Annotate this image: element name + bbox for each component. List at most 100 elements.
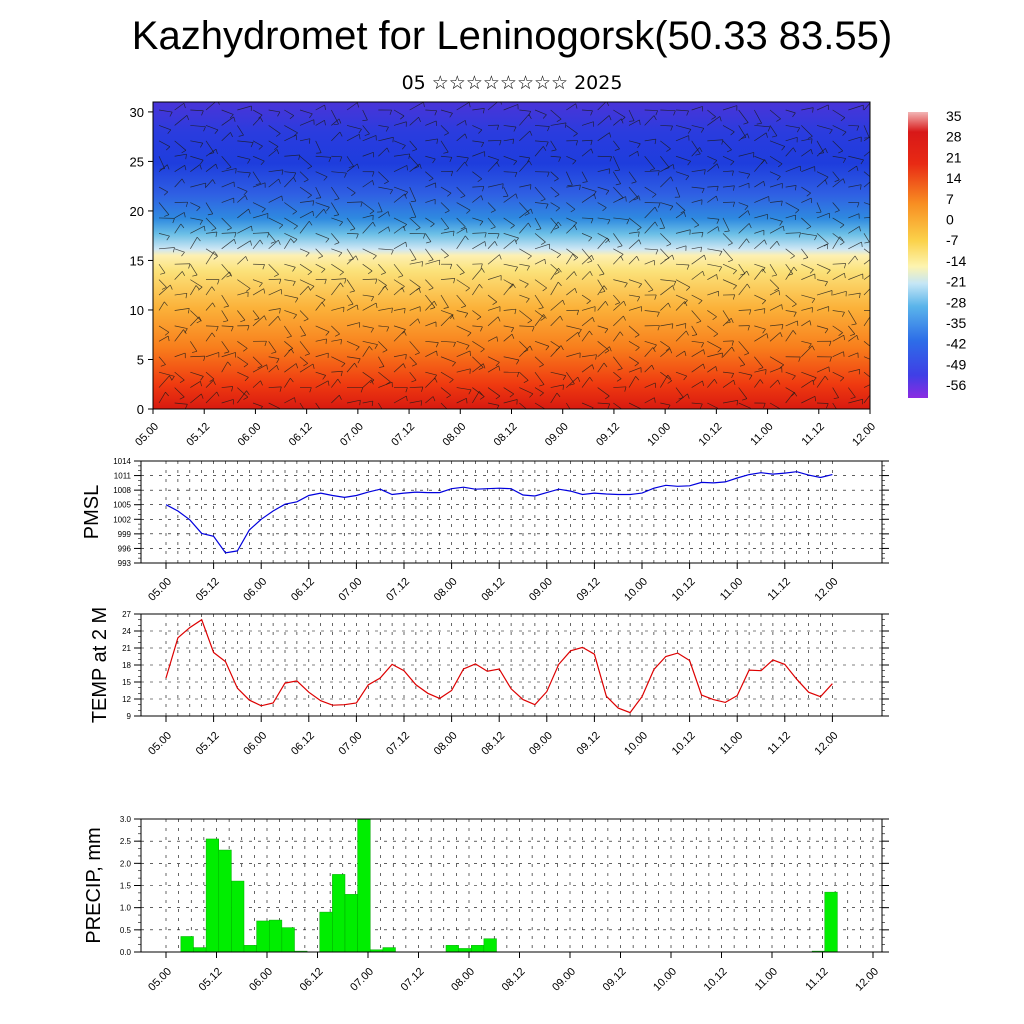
wind-barb bbox=[425, 321, 437, 327]
wind-barb bbox=[378, 263, 386, 273]
wind-barb-flag bbox=[812, 107, 814, 113]
wind-barb bbox=[393, 217, 407, 225]
wind-barb-flag bbox=[861, 241, 863, 247]
wind-barb-flag bbox=[599, 273, 605, 276]
wind-barb bbox=[393, 165, 408, 172]
wind-barb bbox=[409, 356, 417, 365]
wind-barb bbox=[284, 125, 298, 134]
x-tick-label: 09.12 bbox=[601, 966, 629, 994]
wind-barb-flag bbox=[746, 173, 751, 179]
wind-barb-flag bbox=[529, 130, 533, 136]
x-tick-label: 05.12 bbox=[184, 421, 212, 449]
y-tick-label: 1005 bbox=[113, 501, 131, 510]
wind-barb bbox=[425, 371, 437, 376]
wind-barb bbox=[362, 214, 374, 219]
wind-barb bbox=[284, 177, 294, 188]
wind-barb bbox=[722, 263, 737, 271]
wind-barb bbox=[393, 395, 407, 404]
wind-barb-flag bbox=[278, 239, 281, 245]
wind-barb-flag bbox=[250, 240, 252, 246]
wind-barb bbox=[221, 168, 237, 173]
wind-barb bbox=[754, 268, 764, 280]
wind-barb bbox=[644, 156, 655, 169]
wind-barb bbox=[503, 125, 517, 128]
wind-barb-flag bbox=[164, 214, 170, 217]
wind-barb bbox=[597, 402, 610, 405]
y-tick-label: 0.5 bbox=[120, 926, 132, 935]
wind-barb bbox=[284, 341, 294, 349]
wind-barb bbox=[268, 217, 283, 226]
wind-barb-flag bbox=[842, 158, 846, 164]
wind-barb-flag bbox=[196, 207, 201, 212]
wind-barb-flag bbox=[528, 160, 532, 166]
wind-barb bbox=[660, 248, 670, 259]
wind-barb bbox=[393, 263, 404, 276]
wind-barb bbox=[503, 279, 514, 286]
wind-barb-flag bbox=[570, 208, 576, 213]
wind-barb bbox=[738, 238, 747, 250]
wind-barb bbox=[660, 233, 672, 245]
wind-barb bbox=[299, 325, 306, 336]
x-tick-label: 10.12 bbox=[670, 730, 698, 758]
wind-barb-flag bbox=[731, 346, 735, 352]
wind-barb bbox=[158, 233, 170, 237]
wind-barb bbox=[237, 140, 254, 143]
wind-barb bbox=[409, 287, 420, 296]
wind-barb-flag bbox=[544, 408, 545, 409]
wind-barb-flag bbox=[447, 414, 451, 416]
wind-barb bbox=[769, 225, 784, 234]
wind-barb bbox=[315, 186, 322, 198]
wind-barb-flag bbox=[711, 116, 716, 120]
wind-barb-flag bbox=[624, 282, 628, 288]
wind-barb bbox=[158, 356, 166, 365]
wind-barb bbox=[519, 387, 534, 395]
wind-barb bbox=[738, 341, 750, 354]
wind-barb-flag bbox=[214, 129, 219, 134]
wind-barb bbox=[738, 182, 750, 188]
wind-barb bbox=[550, 248, 561, 255]
wind-barb bbox=[613, 255, 622, 265]
wind-barb-flag bbox=[349, 290, 355, 293]
wind-barb-flag bbox=[264, 341, 267, 347]
wind-barb bbox=[566, 202, 576, 210]
x-tick-label: 07.00 bbox=[338, 421, 366, 449]
wind-barb-flag bbox=[623, 315, 626, 321]
wind-barb bbox=[425, 248, 434, 260]
wind-barb-flag bbox=[195, 285, 200, 290]
y-tick-label: 27 bbox=[122, 610, 131, 619]
wind-barb bbox=[503, 104, 519, 111]
wind-barb bbox=[284, 294, 299, 299]
wind-barb bbox=[440, 402, 448, 409]
wind-barb-flag bbox=[290, 348, 294, 354]
wind-barb-flag bbox=[312, 211, 314, 217]
wind-barb bbox=[613, 294, 621, 303]
x-tick-label: 10.00 bbox=[651, 966, 679, 994]
wind-barb bbox=[707, 274, 717, 280]
wind-barb bbox=[268, 365, 277, 373]
wind-barb bbox=[487, 356, 500, 363]
wind-barb bbox=[566, 155, 577, 161]
wind-barb bbox=[832, 387, 839, 398]
wind-barb-flag bbox=[639, 119, 641, 125]
wind-barb bbox=[738, 283, 748, 296]
wind-barb bbox=[660, 371, 672, 381]
wind-barb bbox=[174, 223, 182, 234]
wind-barb-flag bbox=[657, 170, 660, 176]
wind-barb bbox=[550, 299, 563, 311]
wind-barb bbox=[190, 237, 198, 249]
wind-barb bbox=[174, 329, 184, 342]
wind-barb-flag bbox=[362, 119, 368, 121]
wind-barb bbox=[315, 233, 330, 239]
wind-barb bbox=[299, 248, 310, 254]
wind-barb bbox=[707, 109, 716, 118]
wind-barb bbox=[691, 363, 704, 373]
wind-barb-flag bbox=[498, 365, 501, 371]
wind-barb bbox=[722, 279, 737, 286]
colorbar-label: -21 bbox=[946, 274, 966, 290]
wind-barb bbox=[331, 282, 341, 296]
wind-barb bbox=[628, 255, 638, 265]
wind-barb bbox=[832, 155, 846, 159]
wind-barb-flag bbox=[806, 192, 811, 197]
wind-barb bbox=[456, 325, 472, 334]
